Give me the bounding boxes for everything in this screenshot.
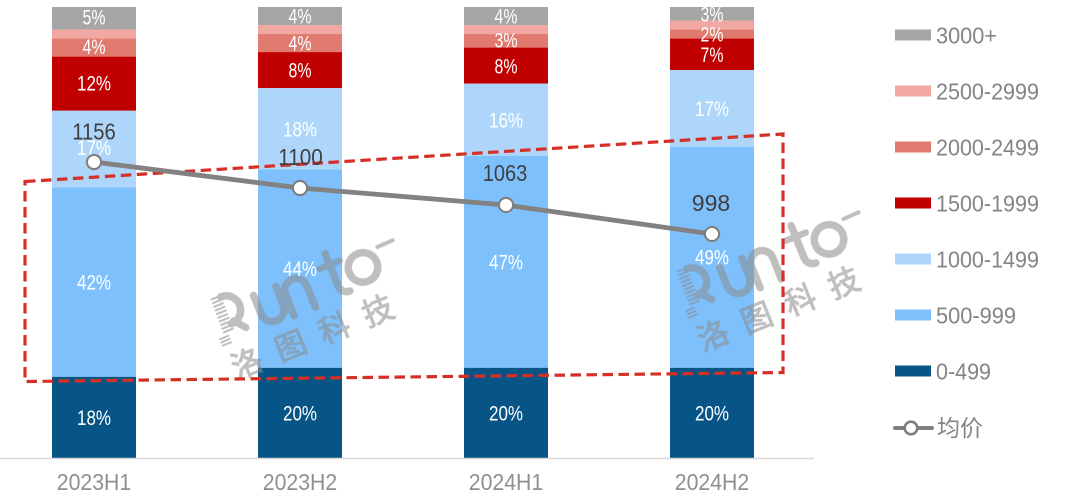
svg-text:4%: 4% xyxy=(289,33,312,56)
svg-text:均价: 均价 xyxy=(937,415,983,441)
svg-text:42%: 42% xyxy=(77,272,111,295)
svg-text:8%: 8% xyxy=(495,56,518,79)
svg-text:4%: 4% xyxy=(83,36,106,59)
svg-text:1000-1499: 1000-1499 xyxy=(936,247,1039,273)
svg-text:4%: 4% xyxy=(289,6,312,29)
svg-text:7%: 7% xyxy=(701,44,724,67)
svg-text:500-999: 500-999 xyxy=(936,303,1016,329)
svg-text:20%: 20% xyxy=(695,403,729,426)
svg-text:5%: 5% xyxy=(83,7,106,30)
svg-text:20%: 20% xyxy=(489,403,523,426)
svg-text:2024H2: 2024H2 xyxy=(675,469,750,495)
svg-text:1063: 1063 xyxy=(483,160,528,186)
svg-text:2%: 2% xyxy=(701,24,724,47)
svg-text:17%: 17% xyxy=(695,98,729,121)
svg-text:1500-1999: 1500-1999 xyxy=(936,191,1039,217)
svg-text:18%: 18% xyxy=(77,407,111,430)
svg-text:0-499: 0-499 xyxy=(936,359,991,385)
svg-text:12%: 12% xyxy=(77,73,111,96)
svg-text:3%: 3% xyxy=(495,30,518,53)
svg-text:18%: 18% xyxy=(283,119,317,142)
svg-text:4%: 4% xyxy=(495,6,518,29)
svg-text:998: 998 xyxy=(692,190,731,216)
svg-text:8%: 8% xyxy=(289,60,312,83)
svg-text:2023H2: 2023H2 xyxy=(263,469,338,495)
svg-text:20%: 20% xyxy=(283,403,317,426)
svg-text:2023H1: 2023H1 xyxy=(57,469,132,495)
svg-text:1156: 1156 xyxy=(72,119,116,145)
svg-text:49%: 49% xyxy=(695,247,729,270)
svg-text:3000+: 3000+ xyxy=(936,23,997,49)
svg-text:2000-2499: 2000-2499 xyxy=(936,135,1039,161)
svg-text:17%: 17% xyxy=(77,137,111,160)
svg-text:2024H1: 2024H1 xyxy=(469,469,544,495)
svg-text:16%: 16% xyxy=(489,110,523,133)
svg-text:44%: 44% xyxy=(283,258,317,281)
svg-text:1100: 1100 xyxy=(278,144,323,170)
svg-text:2500-2999: 2500-2999 xyxy=(936,79,1039,105)
svg-text:3%: 3% xyxy=(701,4,724,27)
svg-text:47%: 47% xyxy=(489,252,523,275)
